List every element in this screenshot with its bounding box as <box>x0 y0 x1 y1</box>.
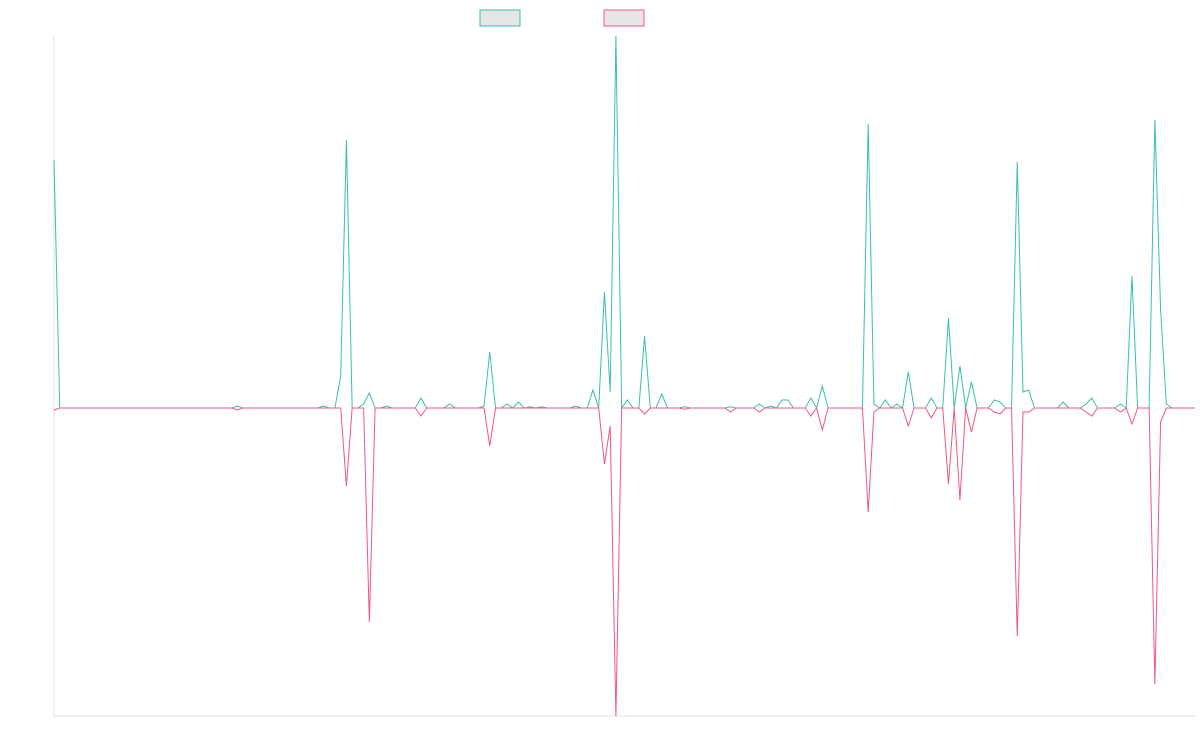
legend-swatch <box>479 9 521 27</box>
series-line <box>53 35 1195 410</box>
series-line <box>53 406 1195 717</box>
legend-swatch <box>603 9 645 27</box>
